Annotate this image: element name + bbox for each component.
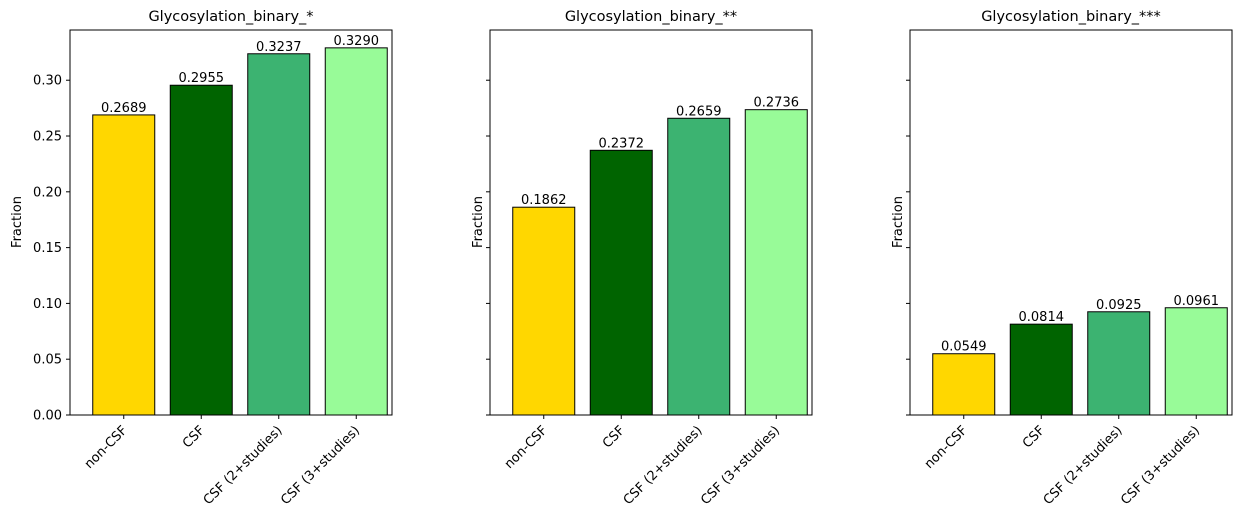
bar-value-label: 0.0814 [1019, 310, 1065, 325]
bar-1 [932, 353, 996, 416]
y-tick-label: 0.25 [33, 130, 62, 145]
y-tick-label: 0.10 [33, 297, 62, 312]
plot-frame [909, 29, 1233, 416]
y-tick-label: 0.00 [33, 409, 62, 424]
bar-4 [324, 47, 388, 416]
chart-title: Glycosylation_binary_*** [981, 9, 1161, 25]
bar-4 [744, 109, 808, 416]
bar-3 [1087, 311, 1151, 416]
y-axis-label: Fraction [10, 196, 25, 248]
bar-value-label: 0.1862 [521, 193, 567, 208]
y-tick-label: 0.15 [33, 241, 62, 256]
bar-value-label: 0.2372 [599, 136, 645, 151]
bar-1 [92, 114, 156, 416]
bar-value-label: 0.0961 [1174, 294, 1220, 309]
y-axis-label: Fraction [471, 196, 486, 248]
y-tick-label: 0.20 [33, 185, 62, 200]
y-axis-label: Fraction [891, 196, 906, 248]
chart-panel-2: Glycosylation_binary_** Fraction 0.1862 0… [471, 9, 813, 508]
bar-value-label: 0.3237 [256, 40, 302, 55]
y-tick-label: 0.05 [33, 353, 62, 368]
bar-2 [169, 84, 233, 416]
chart-title: Glycosylation_binary_** [565, 9, 737, 25]
bar-2 [589, 149, 653, 416]
bar-2 [1009, 323, 1073, 416]
bar-3 [247, 53, 311, 416]
bar-1 [512, 206, 576, 416]
plot-frame [69, 29, 393, 416]
y-tick-label: 0.30 [33, 74, 62, 89]
chart-title: Glycosylation_binary_* [148, 9, 313, 25]
bar-value-label: 0.3290 [334, 34, 380, 49]
bar-4 [1164, 307, 1228, 416]
bar-value-label: 0.0549 [941, 340, 987, 355]
bar-3 [667, 117, 731, 416]
plot-frame [489, 29, 813, 416]
chart-panel-1: Glycosylation_binary_* Fraction 0.2689 0.… [10, 9, 393, 508]
bar-value-label: 0.0925 [1096, 298, 1142, 313]
bar-value-label: 0.2955 [179, 71, 225, 86]
bar-value-label: 0.2689 [101, 101, 147, 116]
bar-value-label: 0.2736 [754, 96, 800, 111]
bar-value-label: 0.2659 [676, 104, 722, 119]
